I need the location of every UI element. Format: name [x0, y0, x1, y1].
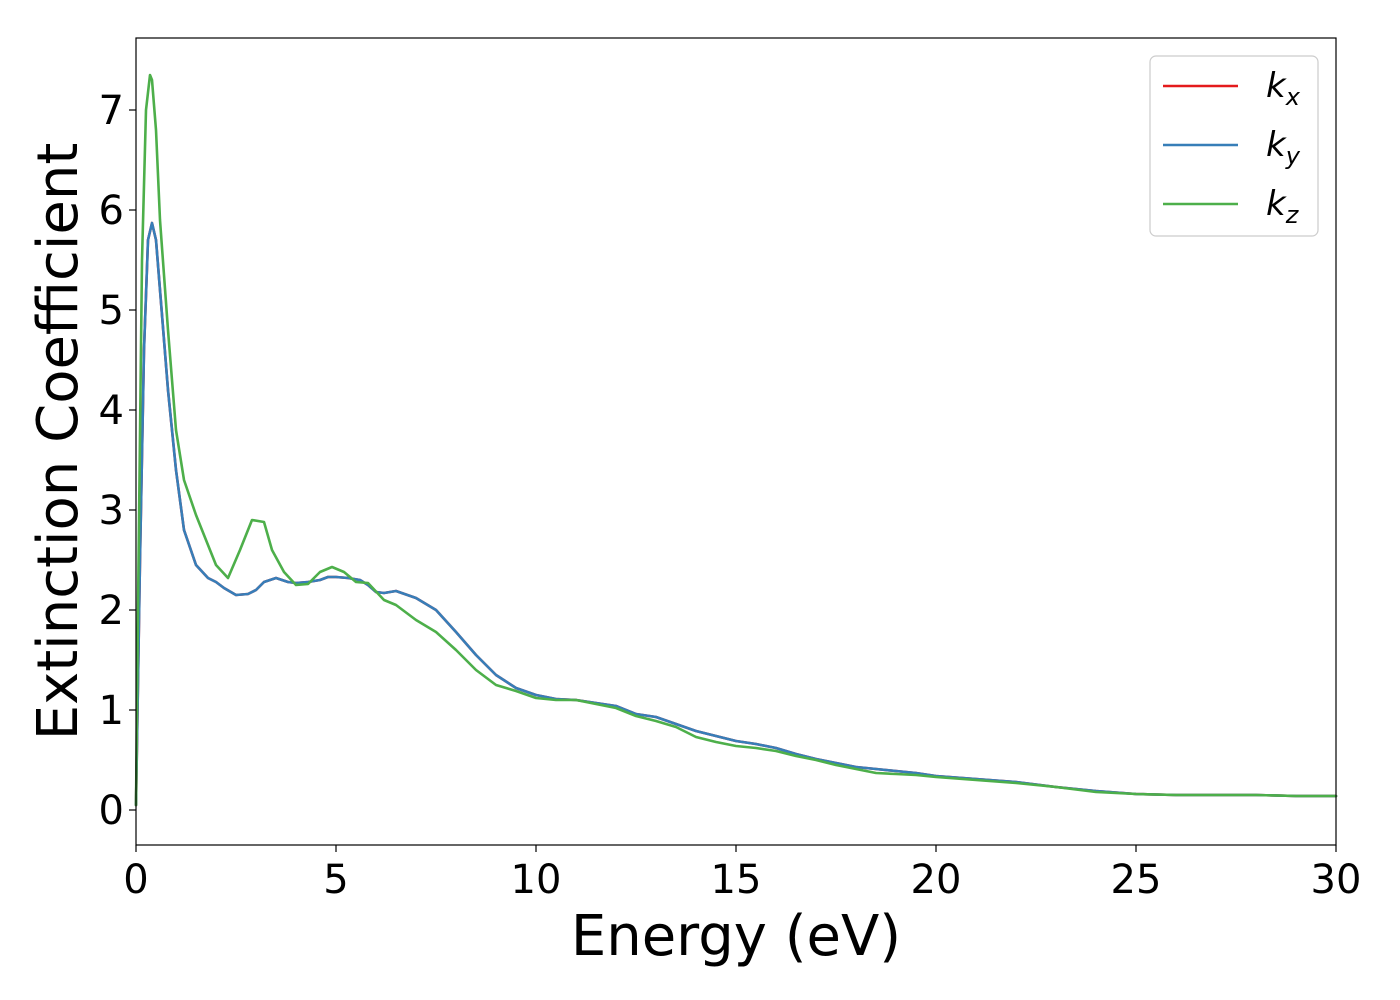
x-tick-label: 10	[511, 857, 562, 903]
legend: kx ky kz	[1149, 55, 1319, 237]
x-tick-label: 5	[323, 857, 348, 903]
x-tick-label: 20	[911, 857, 962, 903]
legend-label-x: kx	[1266, 66, 1301, 111]
x-tick-label: 15	[711, 857, 762, 903]
y-tick-label: 1	[99, 688, 124, 734]
x-tick-label: 25	[1111, 857, 1162, 903]
series-layer	[134, 73, 1338, 807]
x-tick-label: 0	[123, 857, 148, 903]
y-tick-label: 0	[99, 788, 124, 834]
series-line-z	[134, 73, 1338, 807]
x-tick-label: 30	[1311, 857, 1362, 903]
y-tick-label: 4	[99, 388, 124, 434]
y-tick-label: 2	[99, 588, 124, 634]
series-line-x	[134, 221, 1338, 807]
x-axis-title: Energy (eV)	[571, 904, 901, 969]
y-tick-label: 7	[99, 88, 124, 134]
y-tick-label: 5	[99, 288, 124, 334]
ticks-layer: 0 5 10 15 20 25 30 0 1 2 3 4 5 6 7	[99, 88, 1362, 903]
legend-label-z: kz	[1266, 184, 1300, 229]
y-tick-label: 3	[99, 488, 124, 534]
y-tick-label: 6	[99, 188, 124, 234]
series-line-y	[134, 221, 1338, 807]
legend-label-y: ky	[1266, 125, 1301, 170]
y-axis-title: Extinction Coefficient	[26, 143, 91, 741]
